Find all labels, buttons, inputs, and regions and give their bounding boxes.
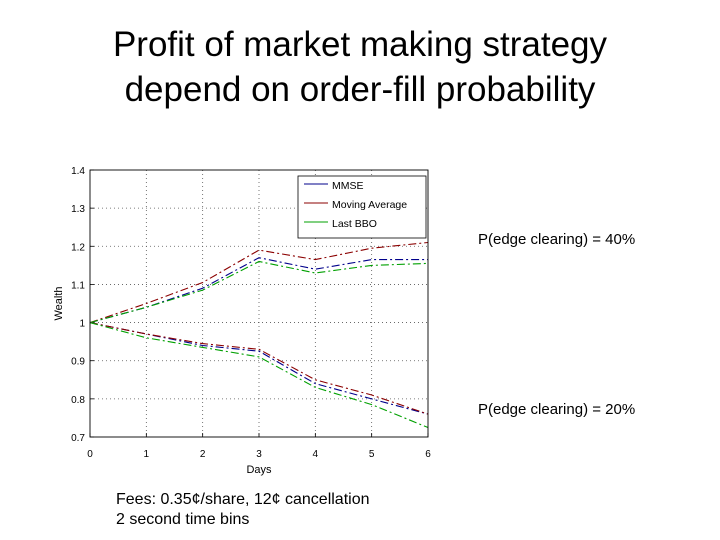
x-tick-label: 5 (369, 449, 375, 460)
annotation-edge-clearing-20: P(edge clearing) = 20% (478, 401, 636, 418)
y-tick-label: 0.9 (71, 357, 85, 368)
series-line-last-bbo-40pct (89, 260, 429, 324)
x-tick-label: 6 (425, 449, 431, 460)
legend-label: MMSE (332, 180, 364, 192)
x-tick-label: 0 (87, 449, 93, 460)
x-tick-label: 1 (144, 449, 150, 460)
legend-label: Last BBO (332, 218, 377, 230)
y-tick-label: 1.3 (71, 204, 85, 215)
y-axis-label: Wealth (53, 286, 65, 320)
y-tick-label: 1.2 (71, 242, 85, 253)
series-line-mmse-20pct (89, 322, 429, 415)
y-tick-label: 1.4 (71, 166, 85, 177)
x-tick-label: 3 (256, 449, 262, 460)
series-line-moving-average-40pct (89, 241, 429, 324)
legend-box (297, 175, 427, 239)
axes-box (89, 169, 429, 438)
y-tick-label: 1 (79, 319, 85, 330)
series-line-moving-average-20pct (89, 322, 429, 415)
y-tick-label: 0.7 (71, 433, 85, 444)
x-axis-label: Days (246, 464, 272, 476)
y-tick-label: 0.8 (71, 395, 85, 406)
legend-label: Moving Average (332, 199, 407, 211)
slide-title: Profit of market making strategy depend … (0, 22, 720, 112)
slide-title-line-1: Profit of market making strategy (112, 25, 608, 64)
slide-title-line-2: depend on order-fill probability (124, 70, 596, 109)
fees-note-line-2: 2 second time bins (116, 511, 250, 528)
x-tick-label: 4 (313, 449, 319, 460)
annotation-edge-clearing-40: P(edge clearing) = 40% (478, 231, 636, 248)
series-line-mmse-40pct (89, 257, 428, 324)
fees-note: Fees: 0.35¢/share, 12¢ cancellation 2 se… (116, 490, 370, 530)
y-tick-label: 1.1 (71, 280, 85, 291)
fees-note-line-1: Fees: 0.35¢/share, 12¢ cancellation (116, 491, 370, 508)
x-tick-label: 2 (200, 449, 206, 460)
series-line-last-bbo-20pct (89, 322, 429, 429)
